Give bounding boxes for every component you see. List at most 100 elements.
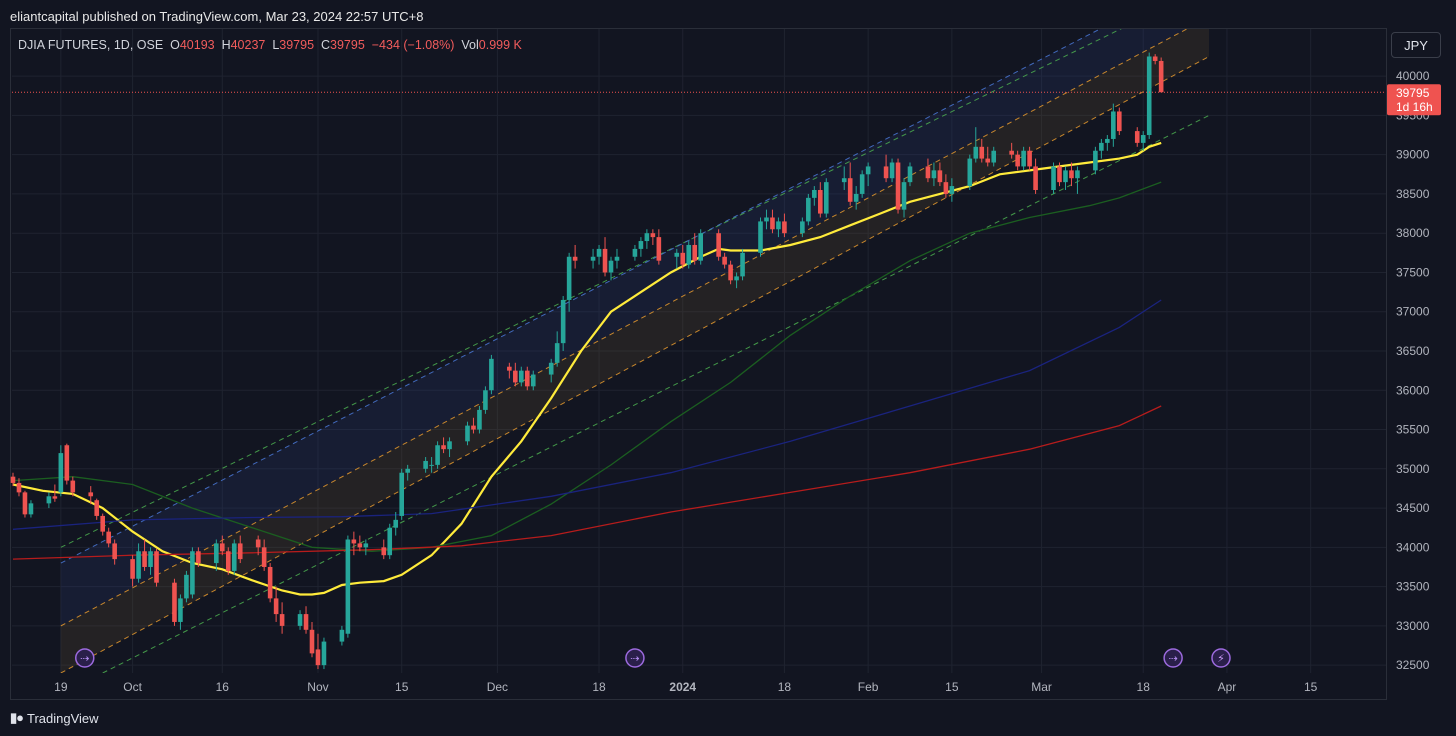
candle-body (52, 496, 58, 499)
vol-label: Vol (461, 38, 479, 52)
candle-body (847, 178, 853, 202)
candle-body (889, 162, 895, 179)
candle-body (1033, 166, 1038, 190)
candle-body (716, 233, 721, 257)
x-tick-label: 16 (216, 680, 230, 694)
candle-body (471, 425, 476, 430)
y-tick-label: 35000 (1396, 462, 1430, 476)
candle-body (513, 370, 518, 383)
candle-body (345, 539, 351, 634)
candle-body (692, 244, 698, 261)
y-tick-label: 38000 (1396, 226, 1430, 240)
candle-body (267, 566, 273, 599)
candle-body (566, 256, 572, 300)
candle-body (429, 464, 434, 466)
candle-body (841, 178, 847, 183)
channel-line (60, 56, 1210, 673)
candle-body (1099, 142, 1104, 151)
candle-body (853, 193, 859, 202)
currency-button[interactable]: JPY (1391, 32, 1441, 58)
vol-value: 0.999 K (478, 38, 522, 52)
y-tick-label: 39000 (1396, 148, 1430, 162)
candle-body (64, 445, 70, 481)
candle-body (387, 527, 393, 556)
candle-body (1057, 166, 1062, 183)
fast-forward-icon[interactable]: ⇢ (1163, 648, 1183, 668)
last-price-tag (1387, 84, 1441, 116)
candle-body (112, 543, 117, 560)
event-marker-glyph: ⇢ (630, 652, 639, 665)
candle-body (985, 158, 991, 163)
candle-body (1117, 111, 1122, 132)
candle-body (1111, 111, 1116, 139)
candle-body (973, 146, 979, 159)
candle-body (602, 248, 608, 273)
candle-body (650, 233, 656, 238)
candle-body (178, 598, 183, 622)
upper-channel-fill (60, 29, 1187, 626)
y-tick-label: 35500 (1396, 423, 1430, 437)
event-marker-circle (1163, 648, 1183, 668)
moving-average-line (12, 299, 1162, 530)
candle-body (530, 374, 536, 387)
close-label: C (321, 38, 331, 52)
channel-line (60, 29, 1188, 627)
brand-name: TradingView (27, 710, 99, 726)
candle-body (136, 551, 141, 579)
candle-body (279, 614, 285, 626)
candle-body (1069, 170, 1074, 179)
y-tick-label: 36500 (1396, 344, 1430, 358)
candle-body (758, 221, 763, 253)
y-tick-label: 33500 (1396, 580, 1430, 594)
candle-body (58, 453, 64, 493)
candle-body (991, 150, 997, 163)
candle-body (698, 233, 703, 261)
fast-forward-icon[interactable]: ⇢ (625, 648, 645, 668)
candle-body (106, 531, 111, 544)
candle-body (1051, 166, 1056, 190)
candle-body (148, 551, 153, 567)
candle-body (572, 256, 578, 261)
y-tick-label: 34500 (1396, 501, 1430, 515)
x-tick-label: 18 (778, 680, 792, 694)
candle-body (1158, 60, 1164, 93)
candle-body (776, 221, 781, 230)
candle-body (548, 362, 554, 375)
candle-body (686, 244, 692, 265)
fast-forward-icon[interactable]: ⇢ (75, 648, 95, 668)
high-value: 40237 (230, 38, 266, 52)
x-tick-label: 19 (54, 680, 68, 694)
candle-body (405, 468, 410, 473)
candle-body (596, 248, 602, 257)
symbol-name: DJIA FUTURES, 1D, OSE (18, 38, 164, 52)
event-marker-circle (1211, 648, 1231, 668)
candle-body (1021, 150, 1026, 167)
candle-body (734, 276, 739, 281)
y-tick-label: 37000 (1396, 305, 1430, 319)
lightning-icon[interactable]: ⚡ (1211, 648, 1231, 668)
candle-body (680, 252, 686, 265)
chart-panel[interactable] (10, 28, 1387, 700)
candle-body (782, 221, 787, 234)
candle-body (477, 409, 482, 430)
x-tick-label: Apr (1218, 680, 1237, 694)
candle-body (303, 614, 309, 630)
candle-body (483, 390, 488, 410)
candle-body (100, 515, 105, 532)
candle-body (979, 146, 985, 159)
candle-body (740, 252, 745, 277)
candle-body (949, 186, 955, 194)
open-value: 40193 (179, 38, 215, 52)
low-value: 39795 (279, 38, 315, 52)
candle-body (800, 221, 805, 234)
y-tick-label: 32500 (1396, 658, 1430, 672)
middle-channel-fill (60, 29, 1209, 673)
candle-body (399, 472, 404, 516)
candle-body (901, 182, 907, 210)
tradingview-logo-icon: ▮● (10, 710, 24, 725)
open-label: O (170, 38, 180, 52)
y-tick-label: 36000 (1396, 383, 1430, 397)
candle-body (16, 482, 22, 493)
y-tick-label: 34000 (1396, 540, 1430, 554)
candle-body (261, 547, 267, 567)
